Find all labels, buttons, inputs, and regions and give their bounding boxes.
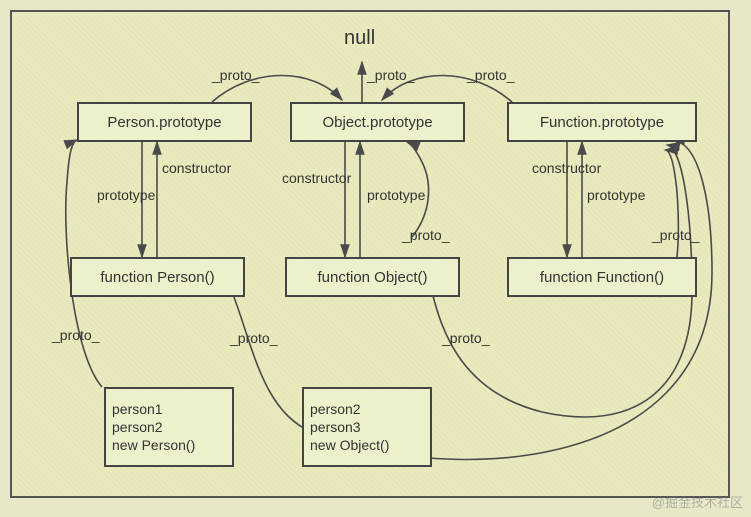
instance-line: new Object() bbox=[310, 436, 389, 454]
null-label: null bbox=[344, 27, 375, 50]
edge-label-proto: _proto_ bbox=[467, 67, 514, 83]
watermark: @掘金技术社区 bbox=[652, 492, 743, 511]
node-label: Function.prototype bbox=[540, 114, 664, 131]
node-label: function Person() bbox=[100, 269, 214, 286]
edge-label-prototype: prototype bbox=[97, 187, 155, 203]
instance-line: person2 bbox=[310, 400, 361, 418]
edge-label-proto: _proto_ bbox=[212, 67, 259, 83]
node-object-prototype: Object.prototype bbox=[290, 102, 465, 142]
edge-label-proto: _proto_ bbox=[52, 327, 99, 343]
edge-label-proto: _proto_ bbox=[442, 330, 489, 346]
instance-line: new Person() bbox=[112, 436, 195, 454]
edge-label-prototype: prototype bbox=[587, 187, 645, 203]
node-label: function Object() bbox=[317, 269, 427, 286]
node-function-prototype: Function.prototype bbox=[507, 102, 697, 142]
edge-label-proto: _proto_ bbox=[402, 227, 449, 243]
node-label: Person.prototype bbox=[107, 114, 221, 131]
node-person-prototype: Person.prototype bbox=[77, 102, 252, 142]
edge-label-constructor: constructor bbox=[282, 170, 351, 186]
edge-label-prototype: prototype bbox=[367, 187, 425, 203]
node-function-object: function Object() bbox=[285, 257, 460, 297]
diagram-frame: null Person.prototype Object.prototype F… bbox=[10, 10, 730, 498]
edge-label-constructor: constructor bbox=[532, 160, 601, 176]
instance-line: person1 bbox=[112, 400, 163, 418]
node-label: Object.prototype bbox=[322, 114, 432, 131]
instance-line: person2 bbox=[112, 418, 163, 436]
node-label: function Function() bbox=[540, 269, 664, 286]
node-person-instances: person1 person2 new Person() bbox=[104, 387, 234, 467]
edge-label-proto: _proto_ bbox=[652, 227, 699, 243]
node-object-instances: person2 person3 new Object() bbox=[302, 387, 432, 467]
edge-label-constructor: constructor bbox=[162, 160, 231, 176]
instance-line: person3 bbox=[310, 418, 361, 436]
node-function-person: function Person() bbox=[70, 257, 245, 297]
node-function-function: function Function() bbox=[507, 257, 697, 297]
edge-label-proto: _proto_ bbox=[230, 330, 277, 346]
edge-label-proto: _proto_ bbox=[367, 67, 414, 83]
